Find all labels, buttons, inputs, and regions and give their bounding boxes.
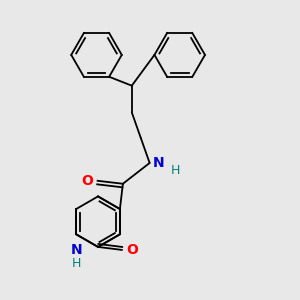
- Text: N: N: [153, 156, 164, 170]
- Text: N: N: [70, 243, 82, 257]
- Text: H: H: [71, 256, 81, 270]
- Text: H: H: [170, 164, 180, 177]
- Text: O: O: [81, 174, 93, 188]
- Text: O: O: [126, 243, 138, 257]
